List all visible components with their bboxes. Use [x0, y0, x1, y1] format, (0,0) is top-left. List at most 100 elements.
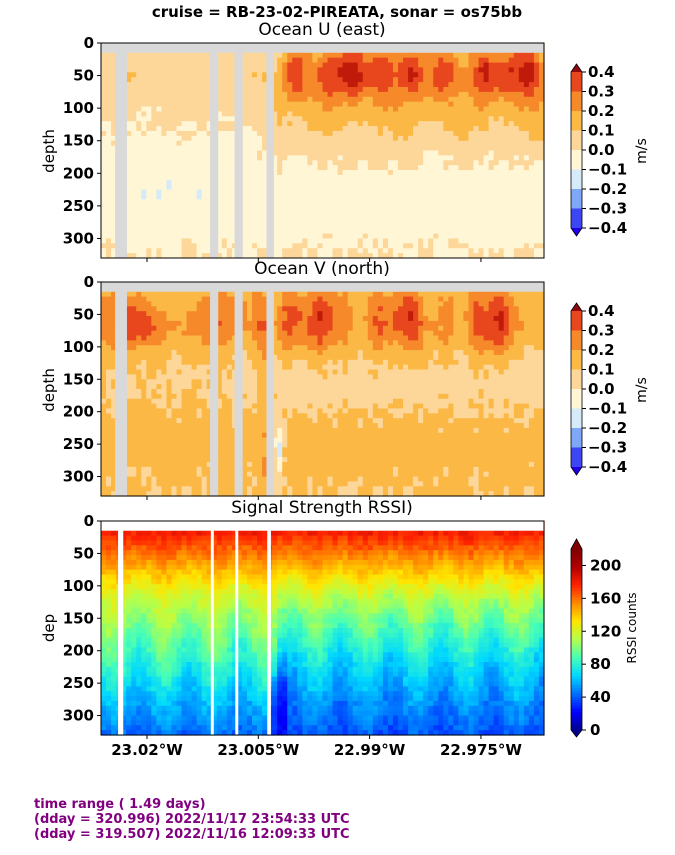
heatmap-cell [357, 96, 364, 103]
heatmap-cell [171, 155, 178, 161]
heatmap-cell [241, 82, 248, 88]
heatmap-cell [216, 86, 223, 93]
heatmap-cell [151, 218, 157, 225]
heatmap-cell [448, 116, 454, 122]
heatmap-cell [448, 214, 454, 220]
heatmap-cell [493, 218, 500, 225]
heatmap-cell [473, 170, 480, 176]
heatmap-cell [483, 155, 490, 161]
heatmap-cell [377, 160, 384, 166]
heatmap-cell [357, 170, 364, 176]
heatmap-cell [423, 194, 429, 200]
heatmap-cell [463, 199, 470, 205]
heatmap-cell [126, 62, 132, 69]
heatmap-cell [171, 345, 178, 351]
heatmap-cell [277, 111, 283, 117]
heatmap-cell [518, 111, 525, 117]
heatmap-cell [106, 106, 112, 113]
heatmap-cell [216, 223, 223, 230]
heatmap-cell [151, 481, 157, 487]
heatmap-cell [488, 189, 495, 196]
heatmap-cell [101, 320, 107, 327]
heatmap-cell [332, 209, 339, 215]
heatmap-cell [322, 228, 329, 235]
heatmap-cell [528, 233, 535, 240]
heatmap-cell [307, 218, 314, 225]
heatmap-cell [186, 106, 193, 113]
heatmap-cell [458, 194, 465, 200]
heatmap-cell [196, 253, 203, 259]
heatmap-cell [332, 165, 339, 171]
heatmap-cell [387, 184, 394, 191]
heatmap-cell [382, 238, 389, 244]
heatmap-cell [322, 214, 329, 220]
heatmap-cell [151, 135, 157, 142]
heatmap-cell [423, 52, 429, 59]
heatmap-cell [513, 214, 520, 220]
heatmap-cell [423, 238, 429, 244]
heatmap-cell [106, 403, 112, 410]
heatmap-cell [136, 170, 142, 176]
heatmap-cell [156, 481, 163, 487]
heatmap-cell [252, 184, 258, 191]
heatmap-cell [106, 491, 112, 497]
heatmap-cell [533, 253, 540, 259]
heatmap-cell [433, 209, 439, 215]
heatmap-cell [277, 179, 283, 186]
heatmap-cell [403, 82, 409, 88]
heatmap-cell [342, 165, 349, 171]
heatmap-cell [221, 155, 228, 161]
heatmap-cell [508, 189, 515, 196]
heatmap-cell [357, 223, 364, 230]
heatmap-cell [206, 228, 213, 235]
heatmap-cell [418, 126, 424, 132]
heatmap-cell [181, 130, 188, 137]
heatmap-cell [538, 126, 545, 132]
heatmap-cell [141, 111, 147, 117]
heatmap-cell [111, 457, 117, 463]
heatmap-cell [131, 209, 137, 215]
heatmap-cell [262, 101, 268, 108]
heatmap-cell [206, 67, 213, 73]
heatmap-cell [136, 369, 142, 376]
heatmap-cell [252, 57, 258, 64]
heatmap-cell [387, 155, 394, 161]
heatmap-cell [186, 184, 193, 191]
heatmap-cell [161, 160, 168, 166]
heatmap-cell [186, 452, 193, 458]
heatmap-cell [201, 413, 208, 419]
heatmap-cell [241, 209, 248, 215]
heatmap-cell [146, 62, 152, 69]
heatmap-cell [221, 218, 228, 225]
heatmap-cell [181, 214, 188, 220]
heatmap-cell [206, 461, 213, 468]
heatmap-cell [216, 72, 223, 78]
heatmap-cell [146, 111, 152, 117]
heatmap-cell [513, 253, 520, 259]
heatmap-cell [332, 170, 339, 176]
heatmap-cell [403, 86, 409, 93]
heatmap-cell [337, 248, 344, 254]
heatmap-cell [443, 130, 449, 137]
heatmap-cell [191, 82, 198, 88]
heatmap-cell [262, 199, 268, 205]
heatmap-cell [262, 135, 268, 142]
heatmap-cell [201, 233, 208, 240]
heatmap-cell [438, 145, 444, 152]
heatmap-cell [438, 184, 444, 191]
heatmap-cell [413, 233, 419, 240]
heatmap-cell [216, 253, 223, 259]
heatmap-cell [518, 223, 525, 230]
heatmap-cell [408, 130, 414, 137]
heatmap-cell [518, 57, 525, 64]
heatmap-cell [166, 77, 173, 83]
heatmap-cell [352, 130, 359, 137]
heatmap-cell [221, 77, 228, 83]
heatmap-cell [166, 179, 173, 186]
heatmap-cell [418, 130, 424, 137]
heatmap-cell [398, 223, 404, 230]
heatmap-cell [433, 214, 439, 220]
heatmap-cell [372, 52, 379, 59]
heatmap-cell [382, 165, 389, 171]
heatmap-cell [503, 57, 510, 64]
